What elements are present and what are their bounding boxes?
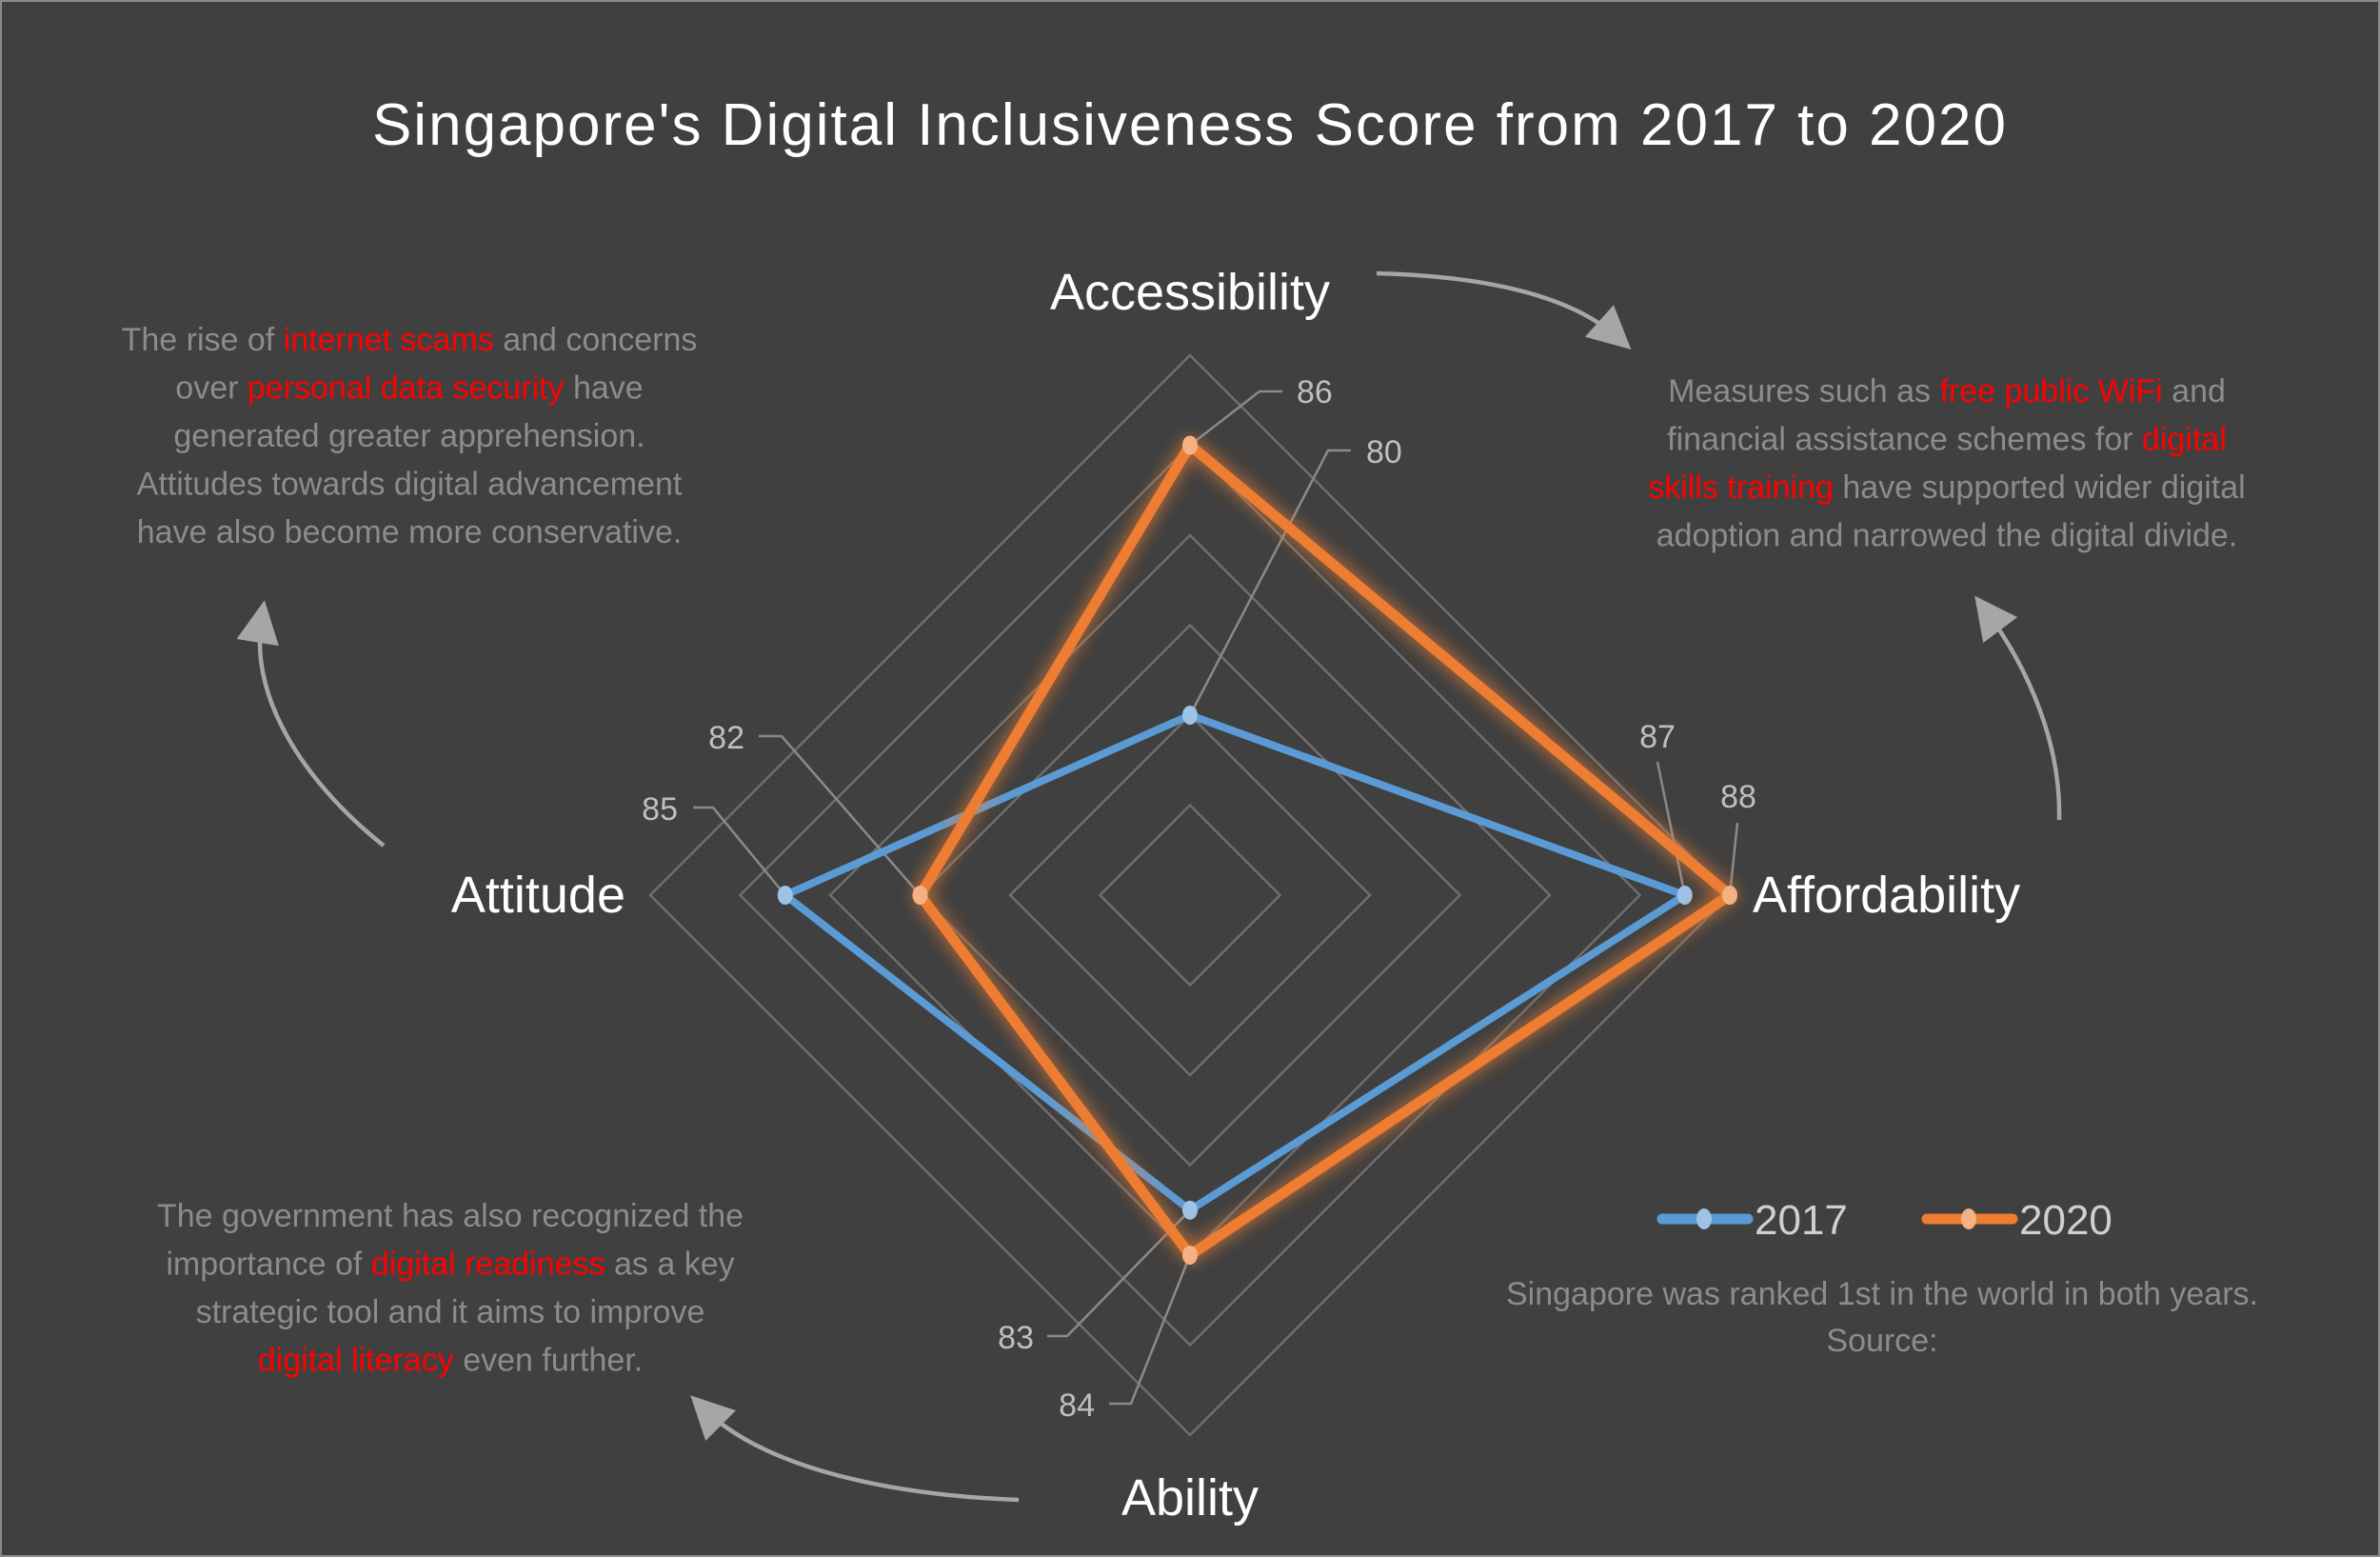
annotation-line: Attitudes towards digital advancement [137, 467, 683, 503]
annotation-text: have supported wider digital [1834, 469, 2246, 506]
leader-line [1728, 822, 1739, 896]
highlighted-text: digital [2142, 422, 2227, 458]
annotation-text: The government has also recognized the [157, 1198, 744, 1234]
leader-line [1189, 389, 1282, 447]
legend: 2017 2020 [1656, 1197, 2112, 1244]
annotation-text: have also become more conservative. [137, 514, 683, 550]
legend-marker-2017 [1696, 1208, 1712, 1229]
series-2020 [912, 435, 1737, 1265]
radar-series [777, 435, 1737, 1265]
highlighted-text: skills training [1648, 469, 1834, 506]
data-label-2017-affordability: 87 [1639, 719, 1676, 755]
footnote-ranking: Singapore was ranked 1st in the world in… [1506, 1276, 2258, 1312]
annotation-bottom-left: The government has also recognized the im… [157, 1198, 744, 1379]
annotation-top-right: Measures such as free public WiFi andfin… [1648, 373, 2245, 554]
annotation-line: over personal data security have [175, 370, 643, 407]
data-point-2017-accessibility[interactable] [1182, 706, 1198, 725]
data-point-2017-attitude[interactable] [777, 886, 793, 905]
legend-item-2020[interactable]: 2020 [1921, 1197, 2112, 1244]
highlighted-text: personal data security [248, 370, 565, 407]
annotation-line: generated greater apprehension. [173, 418, 645, 454]
annotation-line: strategic tool and it aims to improve [196, 1294, 705, 1330]
legend-label-2017: 2017 [1755, 1197, 1848, 1244]
annotations: The rise of internet scams and concerns o… [122, 322, 2246, 1379]
annotation-text: over [175, 370, 248, 407]
radar-grid [648, 353, 1732, 1437]
annotation-line: financial assistance schemes for digital [1667, 422, 2227, 458]
leader-line [1047, 1208, 1191, 1338]
annotation-line: The government has also recognized the [157, 1198, 744, 1234]
leader-line [693, 806, 786, 896]
grid-ring [1098, 803, 1282, 988]
data-point-2020-attitude[interactable] [912, 886, 928, 905]
annotation-line: skills training have supported wider dig… [1648, 469, 2245, 506]
annotation-text: have [565, 370, 644, 407]
data-label-2020-affordability: 88 [1720, 779, 1756, 815]
axis-label-accessibility: Accessibility [1050, 264, 1330, 321]
data-label-2017-ability: 83 [998, 1320, 1034, 1356]
annotation-line: adoption and narrowed the digital divide… [1656, 518, 2238, 554]
annotation-text: strategic tool and it aims to improve [196, 1294, 705, 1330]
leader-line [759, 734, 922, 896]
leader-line [1656, 761, 1686, 896]
grid-ring [918, 623, 1462, 1168]
annotation-text: importance of [166, 1247, 370, 1283]
annotation-line: The rise of internet scams and concerns [122, 322, 698, 358]
data-label-leaders [693, 389, 1739, 1406]
annotation-line: Measures such as free public WiFi and [1668, 373, 2226, 409]
axis-label-attitude: Attitude [451, 867, 625, 924]
chart-title: Singapore's Digital Inclusiveness Score … [372, 92, 2008, 158]
highlighted-text: digital readiness [371, 1247, 605, 1283]
data-label-2020-attitude: 82 [708, 720, 744, 756]
arrow-icon [690, 1395, 1020, 1503]
annotation-text: Measures such as [1668, 373, 1939, 409]
annotation-text: The rise of [122, 322, 284, 358]
data-label-2017-attitude: 85 [642, 791, 678, 828]
legend-label-2020: 2020 [2019, 1197, 2112, 1244]
annotation-text: generated greater apprehension. [173, 418, 645, 454]
grid-ring [648, 353, 1732, 1437]
annotation-line: have also become more conservative. [137, 514, 683, 550]
annotation-text: and concerns [494, 322, 698, 358]
data-point-2020-affordability[interactable] [1722, 886, 1737, 905]
footnote-source: Source: [1826, 1323, 1937, 1359]
annotation-text: even further. [454, 1343, 643, 1379]
annotation-text: and [2163, 373, 2226, 409]
legend-marker-2020 [1961, 1208, 1976, 1229]
series-2017 [777, 706, 1693, 1220]
leader-line [1109, 1254, 1192, 1406]
leader-line [1188, 449, 1351, 716]
grid-ring [738, 443, 1642, 1347]
arrow-icon [1974, 595, 2062, 821]
data-label-2017-accessibility: 80 [1366, 434, 1402, 470]
annotation-text: financial assistance schemes for [1667, 422, 2142, 458]
data-point-2020-ability[interactable] [1182, 1246, 1198, 1265]
annotation-top-left: The rise of internet scams and concerns o… [122, 322, 698, 550]
annotation-line: digital literacy even further. [258, 1343, 643, 1379]
legend-item-2017[interactable]: 2017 [1656, 1197, 1848, 1244]
axis-label-affordability: Affordability [1753, 867, 2020, 924]
annotation-text: adoption and narrowed the digital divide… [1656, 518, 2238, 554]
highlighted-text: internet scams [284, 322, 494, 358]
annotation-line: importance of digital readiness as a key [166, 1247, 734, 1283]
arrow-icon [1376, 270, 1632, 350]
annotation-text: as a key [605, 1247, 735, 1283]
data-point-2017-ability[interactable] [1182, 1200, 1198, 1220]
data-point-2020-accessibility[interactable] [1182, 435, 1198, 455]
grid-ring [1008, 713, 1372, 1077]
data-label-2020-ability: 84 [1059, 1387, 1095, 1424]
data-labels: 86 80 87 88 82 85 83 84 [642, 374, 1756, 1424]
highlighted-text: digital literacy [258, 1343, 454, 1379]
axis-label-ability: Ability [1121, 1469, 1259, 1527]
data-point-2017-affordability[interactable] [1676, 886, 1693, 905]
annotation-text: Attitudes towards digital advancement [137, 467, 683, 503]
data-label-2020-accessibility: 86 [1297, 374, 1333, 410]
arrow-icon [236, 600, 386, 848]
highlighted-text: free public WiFi [1939, 373, 2162, 409]
